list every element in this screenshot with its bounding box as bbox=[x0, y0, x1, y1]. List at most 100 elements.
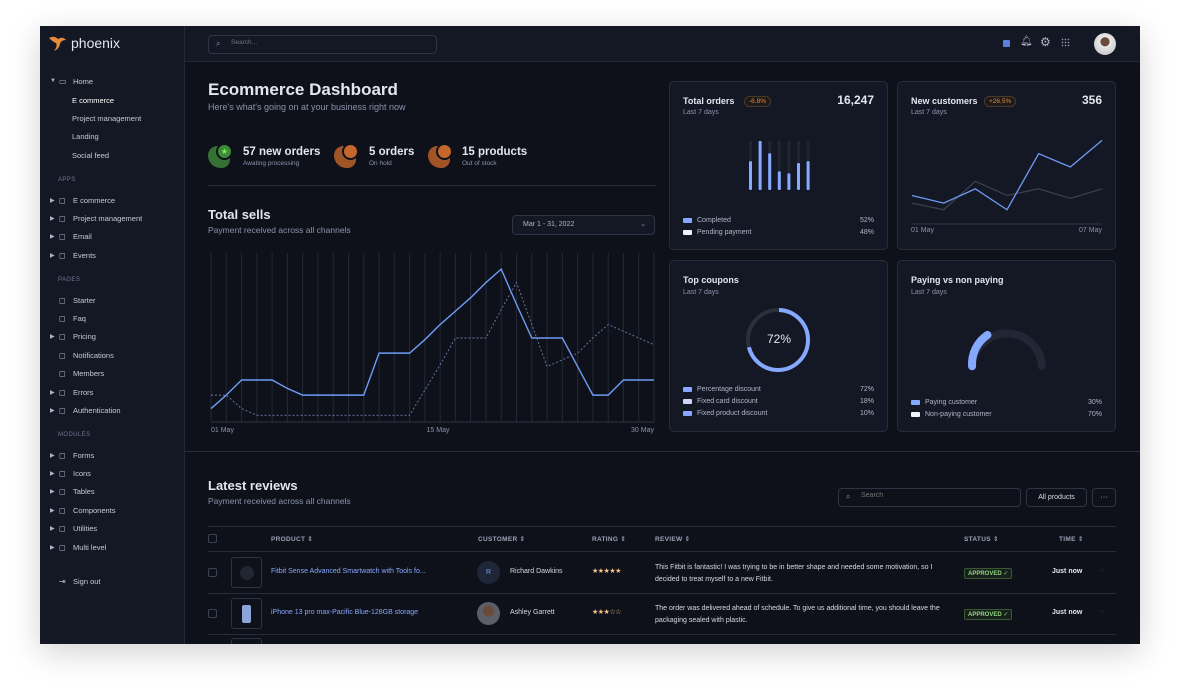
more-button[interactable]: ··· bbox=[1092, 488, 1116, 507]
sign-out-button[interactable]: ⇥ Sign out bbox=[59, 575, 101, 587]
column-header[interactable]: TIME ⇕ bbox=[1059, 535, 1084, 543]
column-header[interactable]: RATING ⇕ bbox=[592, 535, 626, 543]
label: Utilities bbox=[73, 524, 98, 534]
legend-item: Non-paying customer bbox=[911, 411, 992, 418]
search-input[interactable] bbox=[231, 39, 431, 46]
row-border bbox=[208, 551, 1116, 552]
caret-right-icon: ▶ bbox=[50, 407, 55, 414]
sidebar-item-home[interactable]: ▼ ▭ Home bbox=[50, 75, 93, 87]
sidebar-item[interactable]: ◻ Faq bbox=[50, 312, 86, 324]
column-header[interactable]: STATUS ⇕ bbox=[964, 535, 999, 543]
total-sells-title: Total sells bbox=[208, 207, 271, 222]
paying-card: Paying vs non paying Last 7 days Paying … bbox=[897, 260, 1116, 432]
label: Starter bbox=[73, 295, 96, 305]
global-search[interactable]: ⌕ bbox=[208, 35, 437, 54]
label: Email bbox=[73, 232, 92, 242]
customer-avatar bbox=[477, 602, 500, 625]
package-icon: ◻ bbox=[59, 505, 66, 515]
sidebar-item[interactable]: ▶ ◻ Authentication bbox=[50, 404, 121, 416]
divider bbox=[208, 185, 656, 186]
column-header[interactable]: PRODUCT ⇕ bbox=[271, 535, 313, 543]
sidebar-subitem-social-feed[interactable]: Social feed bbox=[72, 150, 110, 160]
sidebar-item[interactable]: ▶ ◻ Multi level bbox=[50, 541, 106, 553]
theme-toggle-icon[interactable] bbox=[1003, 40, 1010, 47]
card-value: 356 bbox=[1081, 93, 1102, 107]
label: Home bbox=[73, 76, 94, 86]
help-icon: ◻ bbox=[59, 313, 66, 323]
sidebar-item[interactable]: ◻ Notifications bbox=[50, 349, 114, 361]
label: Components bbox=[73, 505, 116, 515]
sidebar-item[interactable]: ▶ ◻ Events bbox=[50, 249, 96, 261]
logo[interactable]: phoenix bbox=[48, 35, 120, 58]
star-icon: ★ bbox=[216, 143, 233, 160]
sidebar-subitem-ecommerce[interactable]: E commerce bbox=[72, 95, 115, 105]
sort-icon: ⇕ bbox=[620, 536, 627, 543]
legend-value: 52% bbox=[859, 217, 874, 224]
sidebar-item[interactable]: ▶ ◻ Components bbox=[50, 504, 116, 516]
product-image bbox=[231, 638, 262, 644]
label: Members bbox=[73, 369, 105, 379]
status-badge: APPROVED ✓ bbox=[964, 568, 1013, 579]
avatar[interactable] bbox=[1094, 33, 1116, 55]
sidebar-item[interactable]: ▶ ◻ Project management bbox=[50, 212, 142, 224]
sidebar-item[interactable]: ▶ ◻ Utilities bbox=[50, 523, 97, 535]
stat-value: 15 products bbox=[462, 146, 528, 158]
legend-label: Non-paying customer bbox=[925, 411, 992, 418]
sidebar-item[interactable]: ◻ Starter bbox=[50, 294, 96, 306]
sidebar-item[interactable]: ▶ ◻ Pricing bbox=[50, 331, 96, 343]
series-line-solid bbox=[210, 267, 654, 410]
label: E commerce bbox=[73, 195, 116, 205]
rating-stars: ★★★★★ bbox=[592, 568, 621, 575]
reviews-search[interactable]: ⌕ bbox=[838, 488, 1021, 507]
legend-value: 70% bbox=[1087, 411, 1102, 418]
new-customers-card: New customers +26.5% 356 Last 7 days 01 … bbox=[897, 81, 1116, 250]
sidebar-item[interactable]: ▶ ◻ Errors bbox=[50, 386, 93, 398]
sidebar-item[interactable]: ▶ ◻ Forms bbox=[50, 449, 94, 461]
row-actions-button[interactable]: ··· bbox=[1100, 608, 1107, 615]
label: Sign out bbox=[73, 576, 101, 586]
column-header[interactable]: CUSTOMER ⇕ bbox=[478, 535, 525, 543]
sidebar-item[interactable]: ▶ ◻ Email bbox=[50, 231, 92, 243]
sidebar-subitem-project-management[interactable]: Project management bbox=[72, 113, 142, 123]
label: Errors bbox=[73, 387, 94, 397]
row-checkbox[interactable] bbox=[208, 568, 217, 577]
sidebar-item[interactable]: ◻ Members bbox=[50, 368, 104, 380]
column-header[interactable]: REVIEW ⇕ bbox=[655, 535, 690, 543]
caret-right-icon: ▶ bbox=[50, 215, 55, 222]
legend-swatch bbox=[683, 218, 692, 223]
clipboard-icon: ◻ bbox=[59, 213, 66, 223]
legend-swatch bbox=[683, 387, 692, 392]
layers-icon: ◻ bbox=[59, 542, 66, 552]
reviews-subtitle: Payment received across all channels bbox=[208, 496, 351, 506]
all-products-button[interactable]: All products bbox=[1026, 488, 1087, 507]
product-link[interactable]: iPhone 13 pro max-Pacific Blue-128GB sto… bbox=[271, 609, 419, 616]
customer-name[interactable]: Richard Dawkins bbox=[510, 568, 563, 575]
x-tick-label: 30 May bbox=[631, 427, 654, 434]
legend-swatch bbox=[683, 230, 692, 235]
sidebar-item[interactable]: ▶ ◻ Tables bbox=[50, 486, 95, 498]
sidebar-item[interactable]: ▶ ◻ Icons bbox=[50, 467, 91, 479]
sidebar-section-title: PAGES bbox=[58, 277, 81, 283]
sidebar-subitem-landing[interactable]: Landing bbox=[72, 131, 99, 141]
select-all-checkbox[interactable] bbox=[208, 534, 217, 543]
date-range-select[interactable]: Mar 1 - 31, 2022 ⌄ bbox=[512, 215, 655, 235]
legend-item: Fixed product discount bbox=[683, 410, 767, 417]
sidebar-item[interactable]: ▶ ◻ E commerce bbox=[50, 194, 115, 206]
total-sells-subtitle: Payment received across all channels bbox=[208, 225, 351, 235]
card-title: New customers bbox=[911, 96, 978, 106]
gear-icon[interactable]: ⚙ bbox=[1040, 35, 1051, 49]
x-tick-label: 07 May bbox=[1079, 227, 1102, 234]
stat-label: Out of stock bbox=[462, 160, 497, 167]
column-label: TIME bbox=[1059, 536, 1076, 543]
row-actions-button[interactable]: ··· bbox=[1100, 567, 1107, 574]
search-input[interactable] bbox=[861, 492, 1011, 499]
total-orders-card: Total orders -6.8% 16,247 Last 7 days Co… bbox=[669, 81, 888, 250]
customer-name[interactable]: Ashley Garrett bbox=[510, 609, 555, 616]
product-link[interactable]: Fitbit Sense Advanced Smartwatch with To… bbox=[271, 568, 426, 575]
bell-icon[interactable]: 🔔︎ bbox=[1020, 36, 1033, 47]
legend-value: 18% bbox=[859, 398, 874, 405]
caret-right-icon: ▶ bbox=[50, 489, 55, 496]
grid-icon[interactable] bbox=[1061, 38, 1070, 47]
row-checkbox[interactable] bbox=[208, 609, 217, 618]
watch-image bbox=[239, 565, 254, 580]
